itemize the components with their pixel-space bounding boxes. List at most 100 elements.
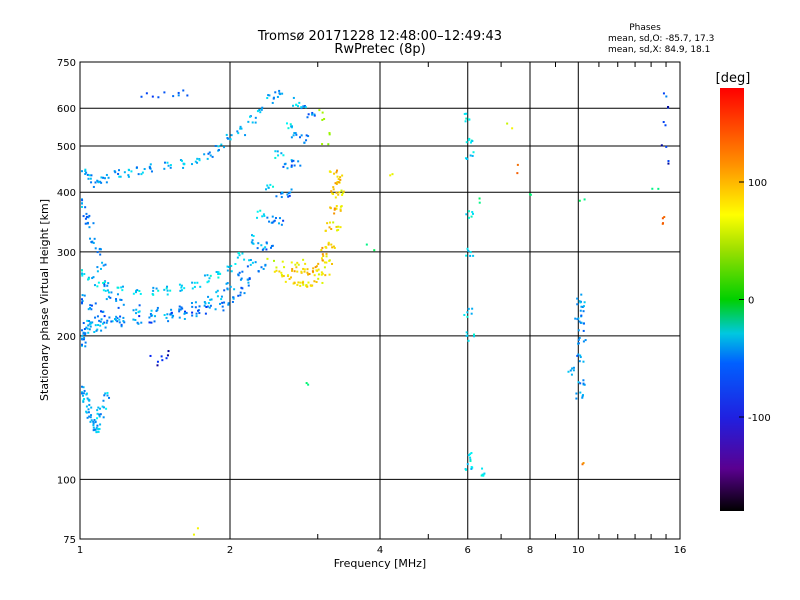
echo-point (81, 301, 83, 304)
echo-point (237, 294, 240, 297)
echo-point (328, 226, 331, 229)
echo-point (109, 296, 112, 299)
echo-point (118, 169, 121, 172)
echo-point (391, 173, 394, 176)
echo-point (149, 166, 152, 169)
echo-point (287, 192, 290, 195)
echo-point (116, 293, 119, 296)
colorbar-tick-label: 100 (748, 178, 767, 189)
echo-point (96, 328, 99, 331)
echo-point (179, 308, 182, 311)
echo-point (95, 430, 98, 433)
echo-point (104, 263, 107, 266)
echo-point (580, 314, 583, 317)
echo-point (269, 246, 272, 249)
echo-point (184, 310, 187, 313)
echo-point (182, 166, 185, 169)
echo-point (103, 284, 106, 287)
echo-point (81, 337, 83, 340)
echo-point (254, 116, 257, 119)
echo-point (465, 468, 468, 471)
echo-point (305, 139, 308, 142)
echo-point (205, 306, 208, 309)
echo-point (103, 394, 106, 397)
echo-point (181, 159, 184, 162)
echo-point (529, 193, 532, 196)
echo-point (135, 308, 138, 311)
echo-point (136, 321, 139, 324)
echo-point (90, 322, 93, 325)
echo-point (100, 176, 103, 179)
echo-point (324, 246, 327, 249)
echo-point (208, 306, 211, 309)
echo-point (211, 155, 214, 158)
echo-point (88, 319, 91, 322)
echo-point (300, 270, 303, 273)
echo-point (274, 150, 277, 153)
x-tick-label: 16 (674, 545, 687, 556)
echo-point (225, 282, 228, 285)
echo-point (96, 424, 99, 427)
echo-point (472, 151, 475, 154)
echo-point (664, 124, 667, 127)
echo-point (576, 354, 579, 357)
echo-point (321, 281, 324, 284)
echo-point (87, 276, 90, 279)
echo-point (96, 409, 99, 412)
echo-point (293, 270, 296, 273)
echo-point (138, 304, 141, 307)
echo-point (277, 154, 280, 157)
echo-point (93, 428, 96, 431)
echo-point (335, 207, 338, 210)
echo-point (472, 254, 475, 257)
echo-point (335, 182, 338, 185)
echo-point (251, 242, 254, 245)
echo-point (288, 277, 291, 280)
echo-point (167, 350, 170, 353)
echo-point (103, 321, 106, 324)
echo-point (582, 382, 585, 385)
echo-point (117, 286, 120, 289)
echo-point (261, 106, 264, 109)
echo-point (166, 313, 169, 316)
echo-point (98, 427, 101, 430)
echo-point (342, 190, 345, 193)
echo-point (102, 264, 105, 267)
echo-point (339, 208, 342, 211)
echo-point (330, 228, 333, 231)
echo-point (274, 156, 277, 159)
echo-point (329, 221, 332, 224)
echo-point (198, 312, 201, 315)
echo-point (94, 302, 97, 305)
echo-point (120, 323, 123, 326)
echo-point (465, 254, 468, 257)
echo-point (90, 419, 93, 422)
echo-point (295, 103, 298, 106)
echo-point (257, 242, 260, 245)
echo-point (269, 183, 272, 186)
echo-point (465, 213, 468, 216)
echo-point (156, 308, 159, 311)
echo-point (167, 164, 170, 167)
echo-point (289, 123, 292, 126)
echo-point (311, 113, 314, 116)
echo-point (236, 256, 239, 259)
echo-point (278, 89, 281, 92)
echo-point (157, 96, 160, 99)
echo-point (321, 259, 324, 262)
echo-point (98, 415, 101, 418)
echo-point (101, 322, 104, 325)
echo-point (206, 274, 209, 277)
echo-point (214, 144, 217, 147)
echo-point (97, 281, 100, 284)
echo-point (207, 302, 210, 305)
echo-point (86, 416, 89, 419)
phases-line-x: mean, sd,X: 84.9, 18.1 (608, 45, 710, 55)
echo-point (314, 266, 317, 269)
echo-point (290, 136, 293, 139)
echo-point (81, 344, 83, 347)
echo-point (81, 294, 84, 297)
echo-point (233, 288, 236, 291)
echo-point (204, 302, 207, 305)
